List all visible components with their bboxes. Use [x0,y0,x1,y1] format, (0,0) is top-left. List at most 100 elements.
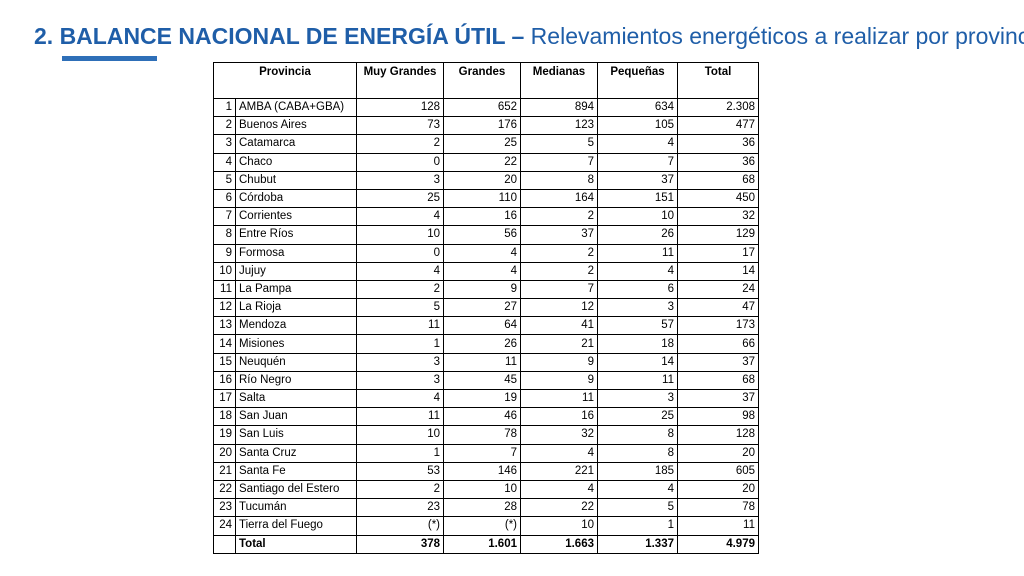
province-name: Córdoba [235,188,357,209]
grandes-value: 26 [443,334,521,354]
total-value: 98 [677,407,759,427]
total-value: 128 [677,425,759,445]
grandes-value: 19 [443,388,521,409]
table-header-row: Provincia Muy Grandes Grandes Medianas P… [213,62,759,99]
table-row: 19 San Luis 10 78 32 8 128 [213,425,759,445]
total-grandes-value: 1.601 [443,534,521,554]
muy-grandes-value: 2 [356,279,444,300]
grandes-value: 4 [443,243,521,263]
grandes-value: 9 [443,279,521,300]
medianas-value: 9 [520,370,598,391]
pequenas-value: 1 [597,516,678,536]
table-row: 22 Santiago del Estero 2 10 4 4 20 [213,479,759,500]
medianas-value: 7 [520,279,598,300]
total-value: 47 [677,298,759,318]
medianas-value: 9 [520,352,598,372]
table-row: 10 Jujuy 4 4 2 4 14 [213,261,759,281]
medianas-value: 16 [520,407,598,427]
total-pequenas-value: 1.337 [597,534,678,554]
muy-grandes-value: 25 [356,188,444,209]
row-number: 13 [213,316,236,336]
row-number: 16 [213,370,236,391]
total-value: 11 [677,516,759,536]
row-number: 24 [213,516,236,536]
muy-grandes-value: 4 [356,261,444,281]
total-value: 14 [677,261,759,281]
grandes-value: 20 [443,170,521,190]
row-number: 23 [213,498,236,518]
table-row: 12 La Rioja 5 27 12 3 47 [213,298,759,318]
row-number: 9 [213,243,236,263]
grandes-value: 652 [443,97,521,118]
grandes-value: 25 [443,134,521,154]
province-name: Salta [235,388,357,409]
header-provincia: Provincia [213,62,357,99]
pequenas-value: 7 [597,152,678,172]
grandes-value: 78 [443,425,521,445]
table-row: 13 Mendoza 11 64 41 57 173 [213,316,759,336]
medianas-value: 2 [520,243,598,263]
row-number: 11 [213,279,236,300]
muy-grandes-value: 11 [356,407,444,427]
total-value: 450 [677,188,759,209]
header-medianas: Medianas [520,62,598,99]
muy-grandes-value: 1 [356,443,444,463]
province-name: Jujuy [235,261,357,281]
title-accent-bar [62,56,157,61]
table-row: 9 Formosa 0 4 2 11 17 [213,243,759,263]
province-name: Mendoza [235,316,357,336]
pequenas-value: 4 [597,134,678,154]
medianas-value: 11 [520,388,598,409]
pequenas-value: 26 [597,225,678,245]
medianas-value: 123 [520,116,598,136]
total-value: 20 [677,443,759,463]
pequenas-value: 5 [597,498,678,518]
medianas-value: 37 [520,225,598,245]
grandes-value: 22 [443,152,521,172]
province-name: Santa Cruz [235,443,357,463]
province-name: Neuquén [235,352,357,372]
total-value: 78 [677,498,759,518]
muy-grandes-value: 3 [356,170,444,190]
pequenas-value: 634 [597,97,678,118]
table-row: 15 Neuquén 3 11 9 14 37 [213,352,759,372]
muy-grandes-value: 4 [356,388,444,409]
total-value: 37 [677,388,759,409]
total-row: Total 378 1.601 1.663 1.337 4.979 [213,534,759,554]
pequenas-value: 3 [597,388,678,409]
grandes-value: 64 [443,316,521,336]
slide-title: 2. BALANCE NACIONAL DE ENERGÍA ÚTIL – Re… [34,20,1024,52]
total-value: 129 [677,225,759,245]
grandes-value: 16 [443,207,521,227]
row-number: 1 [213,97,236,118]
province-name: Catamarca [235,134,357,154]
pequenas-value: 151 [597,188,678,209]
pequenas-value: 25 [597,407,678,427]
row-number: 17 [213,388,236,409]
muy-grandes-value: 11 [356,316,444,336]
header-muy-grandes: Muy Grandes [356,62,444,99]
muy-grandes-value: 2 [356,479,444,500]
table-row: 23 Tucumán 23 28 22 5 78 [213,498,759,518]
grandes-value: 110 [443,188,521,209]
province-name: Santa Fe [235,461,357,481]
slide-title-bold: 2. BALANCE NACIONAL DE ENERGÍA ÚTIL – [34,23,525,49]
row-number: 2 [213,116,236,136]
row-number: 7 [213,207,236,227]
pequenas-value: 37 [597,170,678,190]
muy-grandes-value: 0 [356,243,444,263]
muy-grandes-value: 3 [356,352,444,372]
pequenas-value: 4 [597,479,678,500]
muy-grandes-value: 0 [356,152,444,172]
total-value: 17 [677,243,759,263]
table-row: 18 San Juan 11 46 16 25 98 [213,407,759,427]
pequenas-value: 8 [597,425,678,445]
slide-title-rest: Relevamientos energéticos a realizar por… [524,23,1024,49]
medianas-value: 32 [520,425,598,445]
row-number: 5 [213,170,236,190]
table-row: 11 La Pampa 2 9 7 6 24 [213,279,759,300]
header-pequenas: Pequeñas [597,62,678,99]
total-value: 24 [677,279,759,300]
table-row: 16 Río Negro 3 45 9 11 68 [213,370,759,391]
grandes-value: 10 [443,479,521,500]
